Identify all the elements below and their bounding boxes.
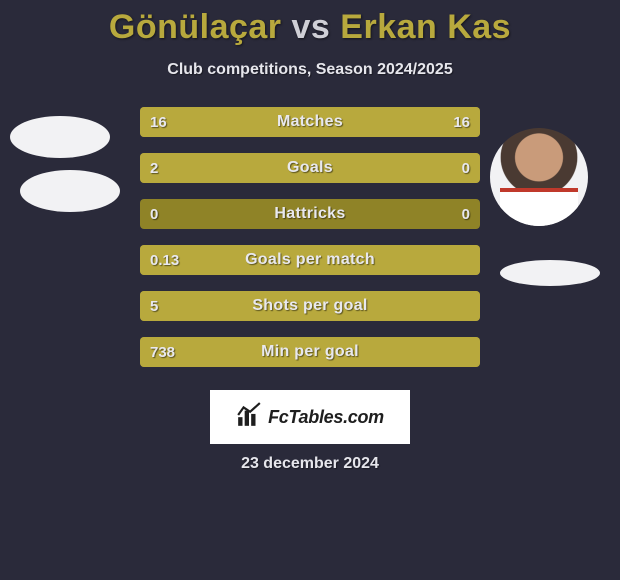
player2-avatar — [490, 128, 588, 226]
stat-row: Goals2 0 — [140, 153, 480, 183]
stat-value-right — [460, 337, 480, 367]
stat-label: Shots per goal — [140, 291, 480, 321]
player1-avatar-oval-top — [10, 116, 110, 158]
subtitle: Club competitions, Season 2024/2025 — [0, 61, 620, 79]
stat-label: Hattricks — [140, 199, 480, 229]
stat-row: Shots per goal5 — [140, 291, 480, 321]
player2-name: Erkan Kas — [340, 8, 511, 46]
stat-value-left: 0.13 — [140, 245, 189, 275]
stat-row: Hattricks0 0 — [140, 199, 480, 229]
comparison-title: Gönülaçar vs Erkan Kas — [0, 0, 620, 47]
stat-value-right — [460, 245, 480, 275]
stat-value-left: 738 — [140, 337, 185, 367]
stat-value-left: 2 — [140, 153, 168, 183]
stat-value-right: 0 — [452, 153, 480, 183]
stat-value-right — [460, 291, 480, 321]
stat-bars: Matches1616Goals20Hattricks00Goals per m… — [140, 107, 480, 383]
player2-shadow-oval — [500, 260, 600, 286]
brand-text: FcTables.com — [268, 407, 384, 428]
player1-avatar-oval-bottom — [20, 170, 120, 212]
stat-row: Min per goal738 — [140, 337, 480, 367]
stat-label: Goals per match — [140, 245, 480, 275]
stat-value-right: 0 — [452, 199, 480, 229]
stat-value-left: 16 — [140, 107, 177, 137]
stat-label: Min per goal — [140, 337, 480, 367]
stat-value-right: 16 — [443, 107, 480, 137]
stat-label: Goals — [140, 153, 480, 183]
brand-badge: FcTables.com — [210, 390, 410, 444]
stat-row: Matches16 16 — [140, 107, 480, 137]
stat-label: Matches — [140, 107, 480, 137]
player1-name: Gönülaçar — [109, 8, 282, 46]
stat-value-left: 0 — [140, 199, 168, 229]
brand-chart-icon — [236, 402, 262, 433]
vs-label: vs — [292, 8, 331, 46]
stat-row: Goals per match0.13 — [140, 245, 480, 275]
stat-value-left: 5 — [140, 291, 168, 321]
date-label: 23 december 2024 — [0, 455, 620, 473]
